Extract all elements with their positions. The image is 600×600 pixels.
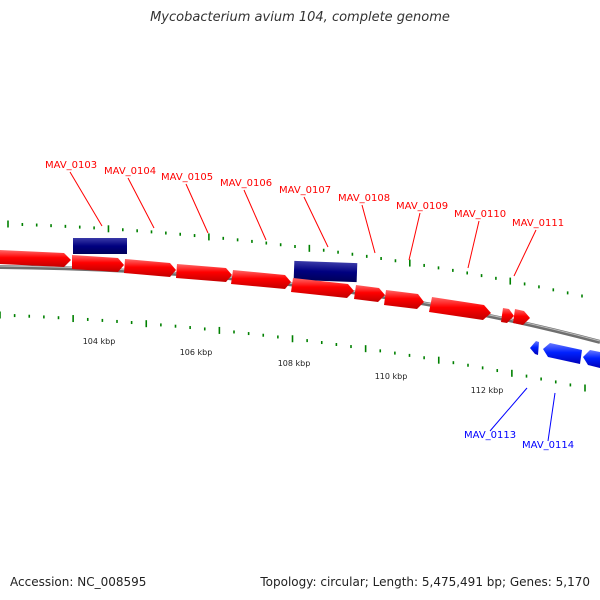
- label-leader-line: [547, 392, 556, 442]
- scale-label-108kbp: 108 kbp: [278, 359, 311, 368]
- gene-label-mav-0108[interactable]: MAV_0108: [338, 193, 390, 204]
- genome-summary-text: Topology: circular; Length: 5,475,491 bp…: [260, 575, 590, 589]
- map-title: Mycobacterium avium 104, complete genome: [150, 10, 450, 25]
- gene-label-mav-0107[interactable]: MAV_0107: [279, 185, 331, 196]
- forward-gene-arrow: [72, 255, 124, 272]
- label-leader-line: [408, 212, 421, 261]
- scale-label-104kbp: 104 kbp: [83, 337, 116, 346]
- gene-label-mav-0106[interactable]: MAV_0106: [220, 178, 272, 189]
- label-leader-line: [513, 229, 537, 277]
- label-leader-line: [185, 183, 209, 234]
- gene-label-mav-0114[interactable]: MAV_0114: [522, 440, 574, 451]
- accession-text: Accession: NC_008595: [10, 575, 147, 589]
- label-leader-line: [243, 189, 267, 241]
- gene-label-mav-0105[interactable]: MAV_0105: [161, 172, 213, 183]
- label-leader-line: [467, 220, 480, 269]
- forward-gene-arrow: [513, 309, 530, 325]
- scale-label-112kbp: 112 kbp: [471, 386, 504, 395]
- feature-block: [293, 260, 358, 283]
- forward-gene-arrow: [291, 278, 354, 298]
- label-leader-line: [489, 387, 528, 432]
- forward-gene-arrow: [354, 285, 385, 302]
- forward-gene-arrow: [384, 290, 424, 309]
- forward-gene-arrow: [176, 264, 232, 282]
- gene-label-mav-0111[interactable]: MAV_0111: [512, 218, 564, 229]
- reverse-gene-arrow: [530, 341, 539, 355]
- forward-gene-arrow: [0, 250, 71, 267]
- gene-label-mav-0109[interactable]: MAV_0109: [396, 201, 448, 212]
- scale-label-110kbp: 110 kbp: [375, 372, 408, 381]
- feature-block: [73, 238, 127, 254]
- label-leader-lines: [69, 171, 556, 442]
- reverse-gene-arrow: [583, 350, 600, 368]
- label-leader-line: [127, 177, 155, 229]
- label-leader-line: [69, 171, 103, 227]
- gc-content-ticks: [0, 220, 586, 392]
- reverse-gene-arrow: [543, 343, 582, 364]
- label-leader-line: [303, 196, 329, 248]
- forward-gene-arrow: [231, 270, 291, 289]
- gene-label-mav-0110[interactable]: MAV_0110: [454, 209, 506, 220]
- forward-gene-arrow: [429, 297, 491, 320]
- forward-gene-arrow: [124, 259, 176, 277]
- label-leader-line: [361, 204, 376, 254]
- forward-gene-arrow: [501, 308, 514, 323]
- gene-label-mav-0103[interactable]: MAV_0103: [45, 160, 97, 171]
- gene-label-mav-0104[interactable]: MAV_0104: [104, 166, 156, 177]
- scale-label-106kbp: 106 kbp: [180, 348, 213, 357]
- gene-label-mav-0113[interactable]: MAV_0113: [464, 430, 516, 441]
